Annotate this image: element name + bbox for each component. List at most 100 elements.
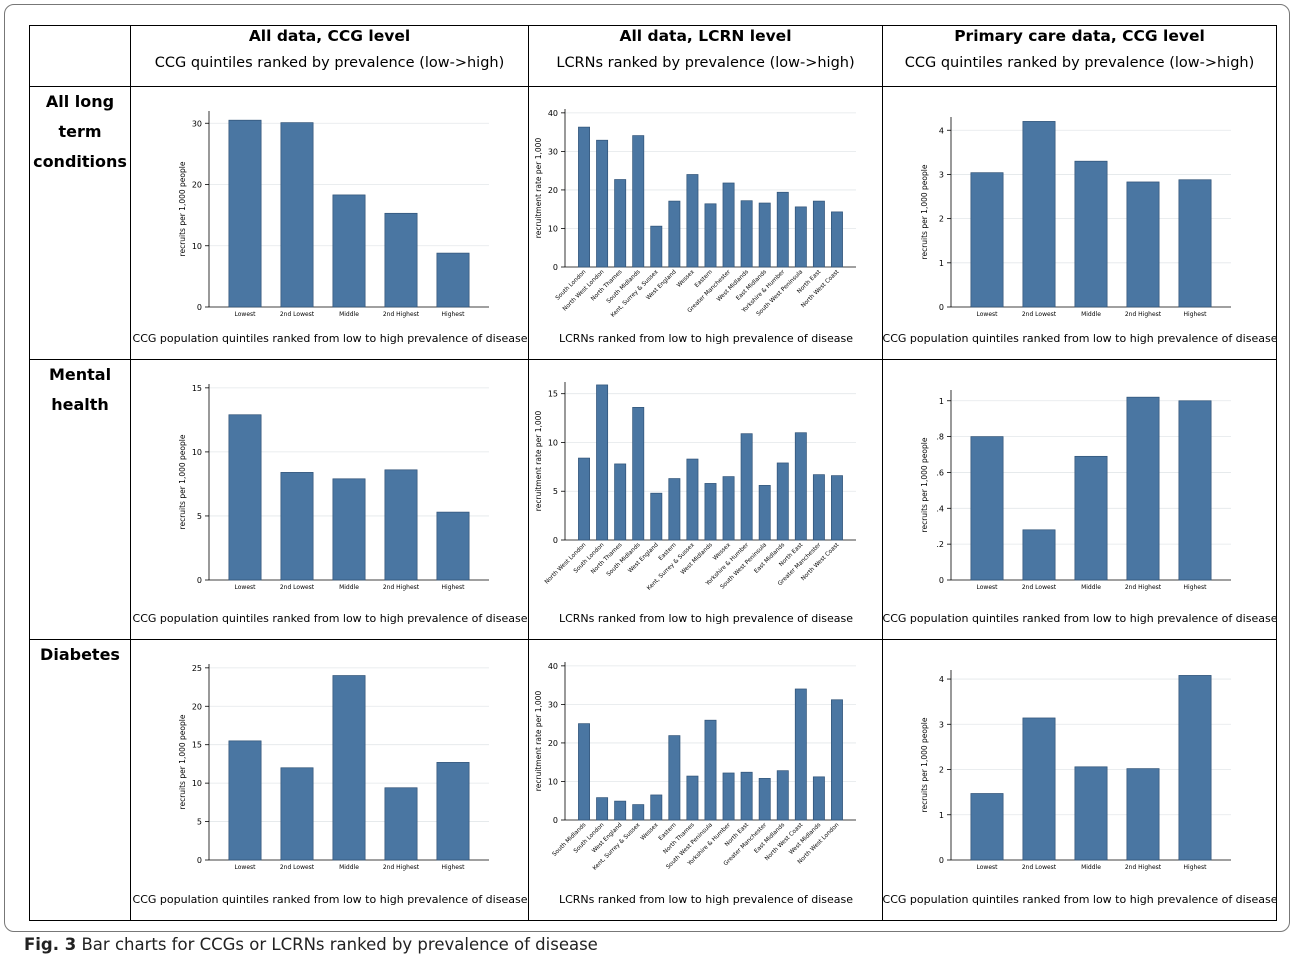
y-tick-label: 40: [548, 662, 558, 671]
chart-cell-0-0: 0 10 20 30 recruits per 1,000 people Lowest 2n…: [130, 86, 529, 360]
bar: [686, 775, 699, 821]
row-label-line: All long: [45, 92, 115, 111]
y-tick-label: 15: [192, 384, 202, 393]
chart-cell-1-2: 0 .2 .4 .6 .8 1 recruits per 1,000 people Lowes…: [882, 359, 1277, 640]
bar: [722, 182, 735, 268]
y-tick-label: 20: [548, 739, 558, 748]
bar-chart: 0 10 20 30 40 recruitment rate per 1,000 South…: [534, 109, 856, 345]
bar: [632, 804, 645, 821]
y-axis-label: recruits per 1,000 people: [178, 161, 187, 256]
bar: [1126, 768, 1160, 861]
header-row: All data, CCG level CCG quintiles ranked…: [29, 25, 1277, 87]
y-tick-label: 0: [553, 536, 558, 545]
x-tick-label: South London: [555, 269, 588, 302]
y-tick-label: 4: [939, 126, 944, 135]
bar: [704, 203, 717, 268]
y-tick-label: 20: [548, 186, 558, 195]
column-header-2: Primary care data, CCG level CCG quintil…: [882, 25, 1277, 87]
bar: [332, 194, 366, 308]
bar: [1126, 396, 1160, 581]
bar: [332, 675, 366, 861]
bar: [794, 432, 807, 541]
row-label-mental-health: Mental health: [29, 359, 131, 640]
bar: [776, 770, 789, 821]
chart-cell-1-1: 0 5 10 15 recruitment rate per 1,000 North We…: [528, 359, 883, 640]
x-tick-label: Lowest: [977, 864, 999, 871]
bar-chart: 0 1 2 3 4 recruits per 1,000 people Lowest 2nd …: [883, 670, 1277, 906]
y-tick-label: .6: [936, 468, 944, 477]
y-tick-label: 0: [939, 303, 944, 312]
y-tick-label: 30: [548, 700, 558, 709]
column-subtitle: LCRNs ranked by prevalence (low->high): [556, 55, 855, 71]
y-tick-label: 20: [192, 181, 202, 190]
y-axis-label: recruits per 1,000 people: [178, 714, 187, 809]
bar: [578, 457, 590, 541]
column-subtitle: CCG quintiles ranked by prevalence (low-…: [154, 55, 505, 71]
bar: [614, 463, 627, 541]
bar: [668, 478, 681, 541]
bar: [758, 202, 771, 268]
bar: [436, 252, 470, 308]
bar-chart: 0 .2 .4 .6 .8 1 recruits per 1,000 people Lowes…: [883, 390, 1277, 625]
y-tick-label: 40: [548, 109, 558, 118]
y-tick-label: 1: [939, 811, 944, 820]
x-tick-label: West Midlands: [716, 269, 750, 303]
y-tick-label: 0: [939, 856, 944, 865]
row-diabetes: Diabetes 0 5 10 15 20 25 recruits per 1,000 pe…: [29, 639, 1277, 921]
chart-cell-2-2: 0 1 2 3 4 recruits per 1,000 people Lowest 2nd …: [882, 639, 1277, 921]
y-tick-label: 5: [553, 487, 558, 496]
row-all-long-term: All long term conditions 0 10 20 30 recruits…: [29, 86, 1277, 360]
x-tick-label: Lowest: [977, 311, 999, 318]
bar: [668, 200, 681, 268]
x-tick-label: Highest: [1184, 864, 1208, 871]
y-tick-label: 15: [192, 741, 202, 750]
bar: [650, 794, 663, 821]
bar: [384, 212, 418, 308]
bar: [332, 478, 366, 581]
bar-chart: 0 1 2 3 4 recruits per 1,000 people Lowest 2nd …: [883, 117, 1277, 345]
x-tick-label: Highest: [1184, 584, 1208, 591]
bar: [436, 511, 470, 581]
y-tick-label: 10: [192, 448, 202, 457]
bar: [758, 485, 771, 541]
x-tick-label: West Midlands: [680, 542, 714, 576]
y-tick-label: 15: [548, 390, 558, 399]
y-tick-label: 0: [553, 816, 558, 825]
x-axis-label: LCRNs ranked from low to high prevalence…: [559, 332, 853, 345]
y-tick-label: 20: [192, 702, 202, 711]
figure-grid: All data, CCG level CCG quintiles ranked…: [29, 25, 1277, 921]
x-tick-label: Middle: [1081, 864, 1101, 871]
figure-frame: [4, 4, 1290, 932]
x-axis-label: CCG population quintiles ranked from low…: [133, 332, 528, 345]
bar: [614, 800, 627, 821]
x-tick-label: 2nd Highest: [1125, 864, 1162, 871]
x-tick-label: 2nd Lowest: [1022, 864, 1057, 871]
bar: [776, 462, 789, 541]
x-axis-label: CCG population quintiles ranked from low…: [883, 893, 1277, 906]
column-header-1: All data, LCRN level LCRNs ranked by pre…: [528, 25, 883, 87]
x-axis-label: CCG population quintiles ranked from low…: [133, 893, 528, 906]
row-mental-health: Mental health 0 5 10 15 recruits per 1,000 p…: [29, 359, 1277, 640]
x-tick-label: 2nd Lowest: [1022, 311, 1057, 318]
x-tick-label: 2nd Lowest: [280, 311, 315, 318]
x-tick-label: Middle: [339, 864, 359, 871]
bar: [1178, 675, 1212, 861]
bar: [704, 719, 717, 821]
x-tick-label: 2nd Highest: [383, 584, 420, 591]
x-tick-label: Highest: [1184, 311, 1208, 318]
bar: [614, 179, 627, 268]
y-axis-label: recruits per 1,000 people: [178, 434, 187, 529]
x-axis-label: LCRNs ranked from low to high prevalence…: [559, 893, 853, 906]
y-axis-label: recruits per 1,000 people: [920, 717, 929, 812]
bar: [686, 458, 699, 541]
bar: [228, 740, 262, 861]
x-tick-label: Middle: [1081, 584, 1101, 591]
x-tick-label: West Midlands: [788, 822, 822, 856]
bar: [722, 772, 735, 821]
y-tick-label: 10: [548, 224, 558, 233]
row-label-line: health: [51, 395, 109, 414]
bar: [704, 483, 717, 541]
row-label-line: Mental: [48, 365, 112, 384]
column-header-0: All data, CCG level CCG quintiles ranked…: [130, 25, 529, 87]
